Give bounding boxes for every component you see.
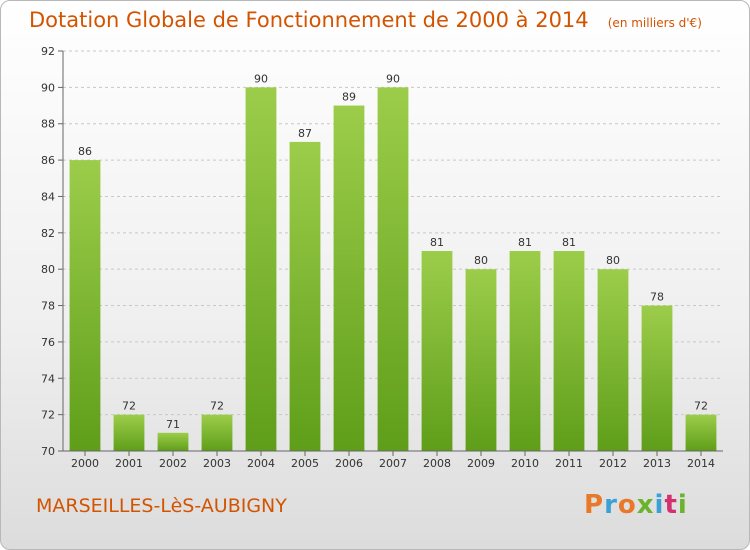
bar: [421, 251, 453, 451]
axes: 70 72 74 76 78 80 82 84 86 88 90 92 2000 2001 2002 2003…: [41, 45, 723, 470]
y-tick-label: 80: [41, 263, 55, 276]
bar-value-label: 81: [562, 236, 576, 249]
x-tick-label: 2009: [467, 457, 495, 470]
chart-title-main: Dotation Globale de Fonctionnement de 20…: [29, 8, 589, 32]
bar: [157, 432, 189, 451]
bar: [289, 141, 321, 451]
bar-value-label: 80: [474, 254, 488, 267]
logo-letter: i: [677, 490, 688, 520]
bar-value-label: 89: [342, 91, 356, 104]
proxiti-logo: Proxiti: [584, 490, 688, 520]
x-tick-label: 2002: [159, 457, 187, 470]
commune-name: MARSEILLES-LèS-AUBIGNY: [36, 495, 287, 517]
bar-value-label: 71: [166, 418, 180, 431]
x-tick-label: 2003: [203, 457, 231, 470]
logo-letter: t: [664, 490, 678, 520]
bar-value-label: 81: [518, 236, 532, 249]
bar: [597, 269, 629, 451]
bar-value-label: 81: [430, 236, 444, 249]
bar: [553, 251, 585, 451]
bar: [69, 160, 101, 451]
x-tick-label: 2006: [335, 457, 363, 470]
bar: [245, 87, 277, 451]
bar: [377, 87, 409, 451]
bar-value-label: 90: [386, 72, 400, 85]
x-tick-label: 2012: [599, 457, 627, 470]
bar: [201, 414, 233, 451]
y-tick-label: 70: [41, 445, 55, 458]
x-tick-label: 2000: [71, 457, 99, 470]
y-tick-label: 72: [41, 409, 55, 422]
y-tick-label: 92: [41, 45, 55, 58]
y-tick-label: 74: [41, 372, 55, 385]
x-tick-label: 2014: [687, 457, 715, 470]
logo-letter: r: [604, 490, 618, 520]
bar-value-label: 78: [650, 291, 664, 304]
bars: 86 72 71 72 90 87 89 90 81 80 81 81 80 78 72: [69, 72, 717, 451]
bar: [685, 414, 717, 451]
x-tick-label: 2010: [511, 457, 539, 470]
bar-value-label: 80: [606, 254, 620, 267]
x-tick-label: 2001: [115, 457, 143, 470]
y-tick-label: 76: [41, 336, 55, 349]
y-tick-label: 90: [41, 81, 55, 94]
bar-value-label: 90: [254, 72, 268, 85]
x-tick-label: 2005: [291, 457, 319, 470]
logo-letter: P: [584, 490, 605, 520]
bar: [333, 105, 365, 451]
logo-letter: i: [654, 490, 665, 520]
bar: [465, 269, 497, 451]
y-tick-label: 82: [41, 227, 55, 240]
y-tick-label: 84: [41, 190, 55, 203]
bar: [509, 251, 541, 451]
chart-unit-note: (en milliers d'€): [607, 16, 702, 30]
x-tick-label: 2008: [423, 457, 451, 470]
bar-value-label: 72: [122, 400, 136, 413]
bar-value-label: 87: [298, 127, 312, 140]
bar-value-label: 72: [694, 400, 708, 413]
logo-letter: o: [617, 490, 637, 520]
logo-letter: x: [636, 490, 655, 520]
bar: [641, 305, 673, 451]
y-tick-label: 88: [41, 118, 55, 131]
chart-title: Dotation Globale de Fonctionnement de 20…: [29, 8, 702, 32]
bar-value-label: 72: [210, 400, 224, 413]
x-tick-label: 2007: [379, 457, 407, 470]
x-tick-label: 2011: [555, 457, 583, 470]
x-tick-label: 2013: [643, 457, 671, 470]
x-tick-label: 2004: [247, 457, 275, 470]
bar: [113, 414, 145, 451]
y-tick-label: 86: [41, 154, 55, 167]
y-tick-label: 78: [41, 300, 55, 313]
bar-value-label: 86: [78, 145, 92, 158]
